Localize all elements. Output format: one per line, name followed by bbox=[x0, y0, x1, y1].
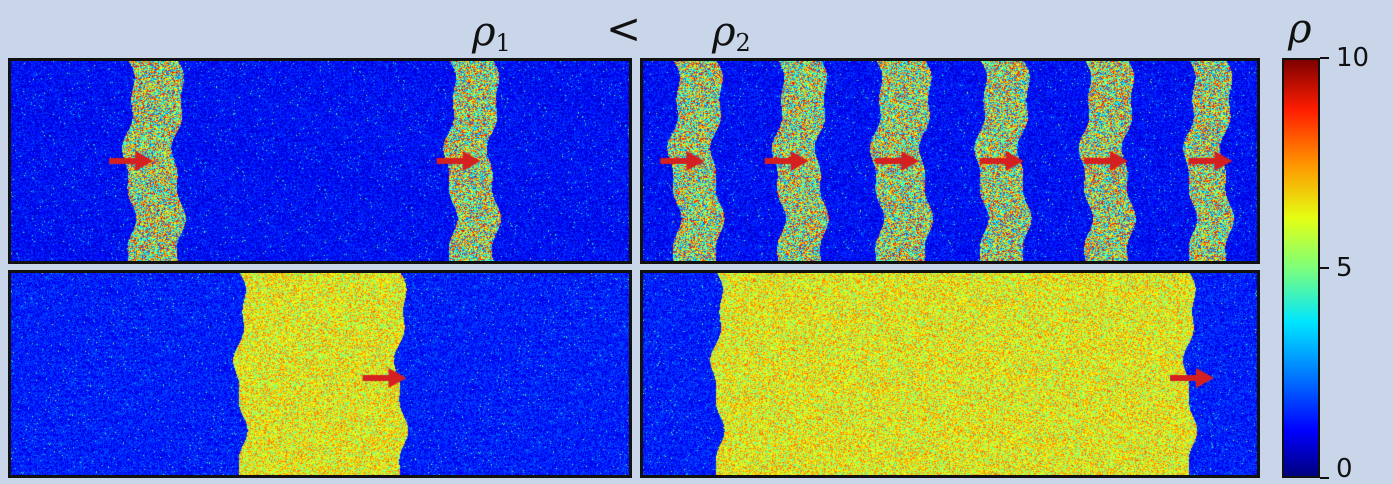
colorbar-tick-label: 10 bbox=[1336, 43, 1370, 73]
density-field-top-left bbox=[11, 61, 629, 261]
colorbar-tick bbox=[1320, 57, 1329, 59]
density-field-bottom-left bbox=[11, 273, 629, 475]
density-field-bottom-right bbox=[643, 273, 1257, 475]
colorbar bbox=[1282, 58, 1320, 478]
rho-1-label: ρ1 bbox=[472, 9, 511, 57]
density-field-top-right bbox=[643, 61, 1257, 261]
panel-top-right-bands bbox=[640, 58, 1260, 264]
rho-2-label: ρ2 bbox=[712, 9, 751, 57]
panel-top-left-bands bbox=[8, 58, 632, 264]
panel-bottom-left-band bbox=[8, 270, 632, 478]
colorbar-tick bbox=[1320, 477, 1329, 479]
panel-bottom-right-band bbox=[640, 270, 1260, 478]
colorbar-tick-label: 0 bbox=[1336, 454, 1353, 484]
colorbar-tick bbox=[1320, 267, 1329, 269]
colorbar-tick-label: 5 bbox=[1336, 253, 1353, 283]
colorbar-label: ρ bbox=[1288, 6, 1312, 52]
less-than-symbol: < bbox=[606, 4, 642, 53]
